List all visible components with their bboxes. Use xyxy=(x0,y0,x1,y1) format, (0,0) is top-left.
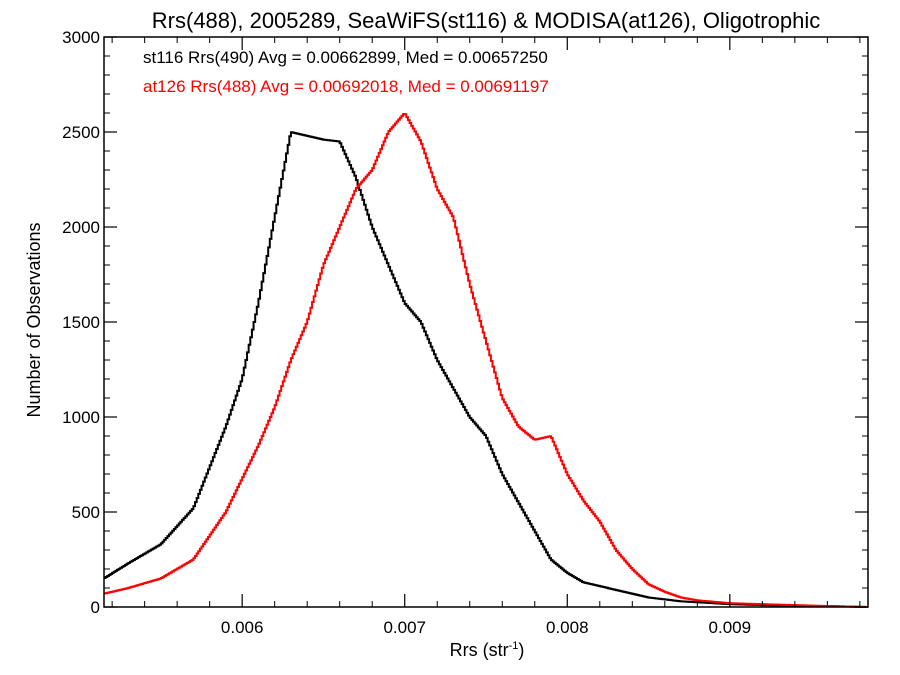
chart-title: Rrs(488), 2005289, SeaWiFS(st116) & MODI… xyxy=(152,8,820,33)
x-axis-label: Rrs (str-1) xyxy=(450,640,525,660)
x-tick-label-0: 0.006 xyxy=(221,618,264,637)
series-line-1 xyxy=(104,112,868,608)
y-tick-label-6: 3000 xyxy=(62,28,100,47)
x-tick-label-1: 0.007 xyxy=(383,618,426,637)
y-tick-label-1: 500 xyxy=(72,503,100,522)
legend-entry-0: st116 Rrs(490) Avg = 0.00662899, Med = 0… xyxy=(143,48,548,67)
plot-area: 0 500 1000 1500 2000 2500 3000 0.006 0.007 0.008 0… xyxy=(62,28,869,637)
y-tick-label-0: 0 xyxy=(91,598,100,617)
x-tick-label-3: 0.009 xyxy=(709,618,752,637)
series-line-0 xyxy=(104,131,868,608)
y-tick-label-2: 1000 xyxy=(62,408,100,427)
x-axis-label-close: ) xyxy=(518,640,524,660)
y-tick-label-4: 2000 xyxy=(62,218,100,237)
x-axis-label-superscript: -1 xyxy=(509,640,519,652)
y-axis-label: Number of Observations xyxy=(24,222,44,417)
x-tick-label-2: 0.008 xyxy=(546,618,589,637)
x-axis-label-text: Rrs (str xyxy=(450,640,509,660)
y-tick-label-5: 2500 xyxy=(62,123,100,142)
legend-entry-1: at126 Rrs(488) Avg = 0.00692018, Med = 0… xyxy=(143,77,549,96)
y-tick-label-3: 1500 xyxy=(62,313,100,332)
